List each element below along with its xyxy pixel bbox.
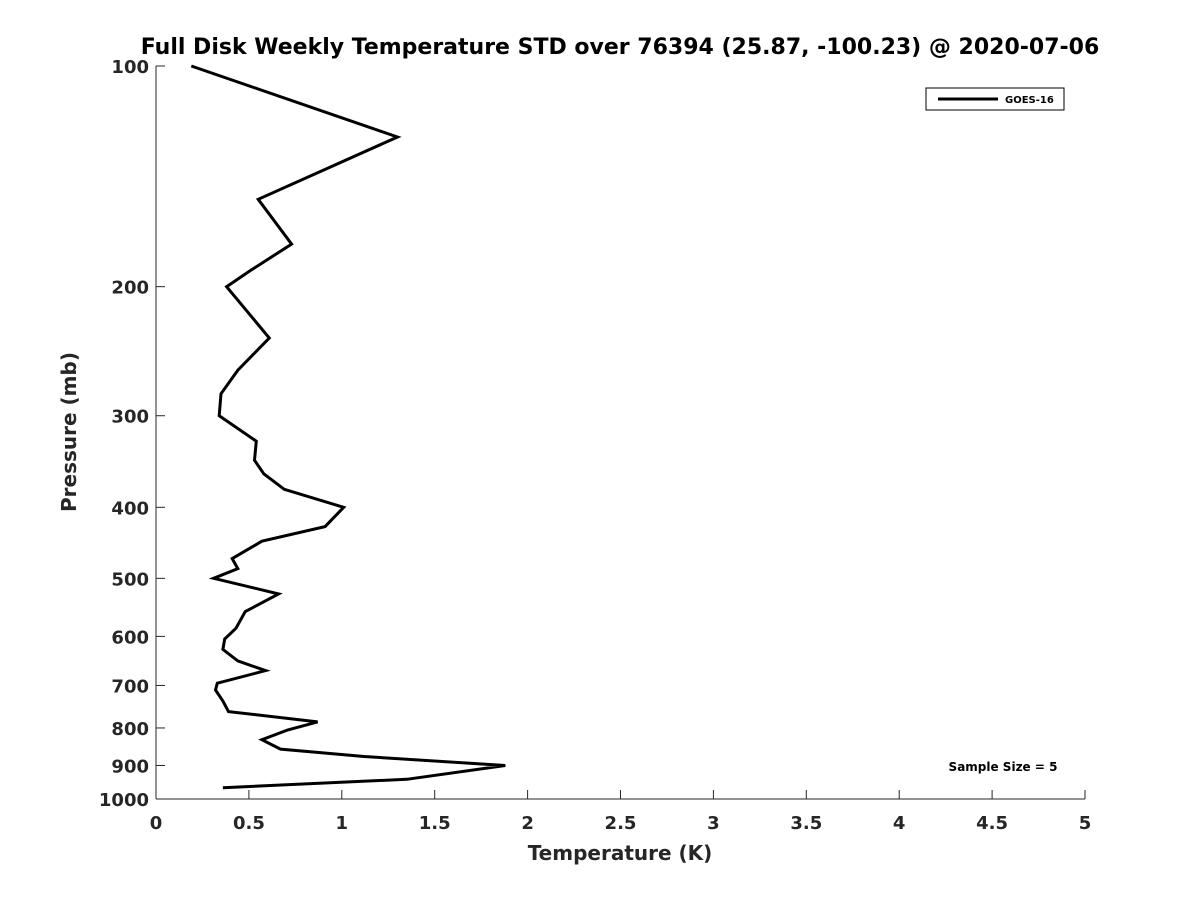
x-ticks: 0 0.5 1 1.5 2 2.5 3 3.5 4 4.5 5 [150, 790, 1092, 834]
x-tick-label: 4.5 [976, 813, 1008, 834]
x-tick-label: 1.5 [419, 813, 451, 834]
chart-title: Full Disk Weekly Temperature STD over 76… [141, 35, 1100, 60]
sample-size-annotation: Sample Size = 5 [949, 760, 1058, 774]
x-axis-label: Temperature (K) [528, 841, 713, 865]
legend-label: GOES-16 [1005, 95, 1054, 106]
y-tick-label: 300 [111, 407, 149, 428]
x-tick-label: 3.5 [790, 813, 822, 834]
y-tick-label: 900 [111, 756, 149, 777]
y-tick-label: 400 [111, 498, 149, 519]
legend: GOES-16 [925, 87, 1065, 111]
y-tick-label: 800 [111, 719, 149, 740]
y-ticks: 100 200 300 400 500 600 700 800 900 1000 [99, 57, 165, 811]
y-tick-label: 1000 [99, 790, 149, 811]
x-tick-label: 3 [707, 813, 720, 834]
x-tick-label: 5 [1079, 813, 1092, 834]
y-tick-label: 200 [111, 278, 149, 299]
y-tick-label: 600 [111, 627, 149, 648]
y-tick-label: 500 [111, 569, 149, 590]
x-tick-label: 2 [521, 813, 534, 834]
x-tick-label: 1 [336, 813, 349, 834]
y-tick-label: 100 [111, 57, 149, 78]
x-tick-label: 0.5 [233, 813, 265, 834]
y-tick-label: 700 [111, 676, 149, 697]
x-tick-label: 2.5 [605, 813, 637, 834]
y-axis-label: Pressure (mb) [57, 352, 81, 512]
series-line-goes-16 [190, 64, 506, 790]
x-tick-label: 0 [150, 813, 163, 834]
plot-axes [155, 66, 1085, 800]
x-tick-label: 4 [893, 813, 906, 834]
